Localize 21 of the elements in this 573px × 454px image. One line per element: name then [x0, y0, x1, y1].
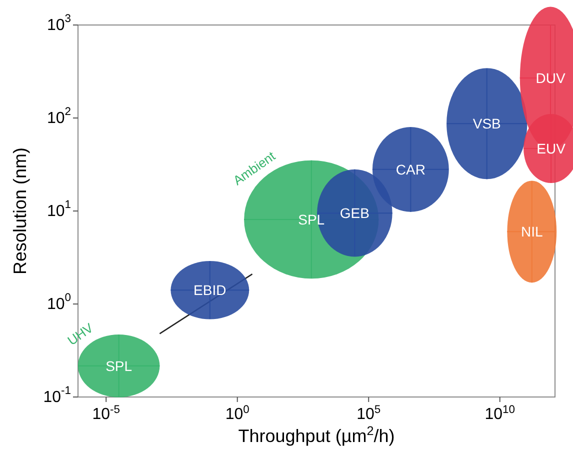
- x-tick-label: 10$^{-5}$: [92, 404, 120, 423]
- annotation: SPL: [106, 358, 132, 374]
- annotation: EBID: [194, 282, 226, 298]
- x-axis-title: Throughput (µm$^{2}$/h): [238, 424, 395, 446]
- annotation: GEB: [340, 205, 370, 222]
- annotation: VSB: [472, 116, 501, 132]
- y-tick-label: 10$^{3}$: [46, 13, 71, 34]
- y-tick-label: 10$^{1}$: [46, 199, 71, 220]
- annotation: CAR: [396, 161, 426, 178]
- x-tick-label: 10$^{5}$: [356, 404, 381, 423]
- annotation: UHV: [64, 320, 96, 348]
- annotation: EUV: [536, 140, 566, 156]
- y-tick-label: 10$^{0}$: [46, 292, 71, 312]
- x-tick-label: 10$^{0}$: [225, 404, 250, 423]
- y-tick-label: 10$^{2}$: [46, 106, 71, 126]
- x-tick-label: 10$^{10}$: [484, 404, 515, 423]
- y-axis-title: Resolution (nm): [10, 147, 30, 275]
- annotation: NIL: [520, 224, 543, 240]
- annotation: DUV: [536, 70, 566, 86]
- y-tick-label: 10$^{-1}$: [43, 385, 71, 406]
- annotation: SPL: [298, 212, 325, 228]
